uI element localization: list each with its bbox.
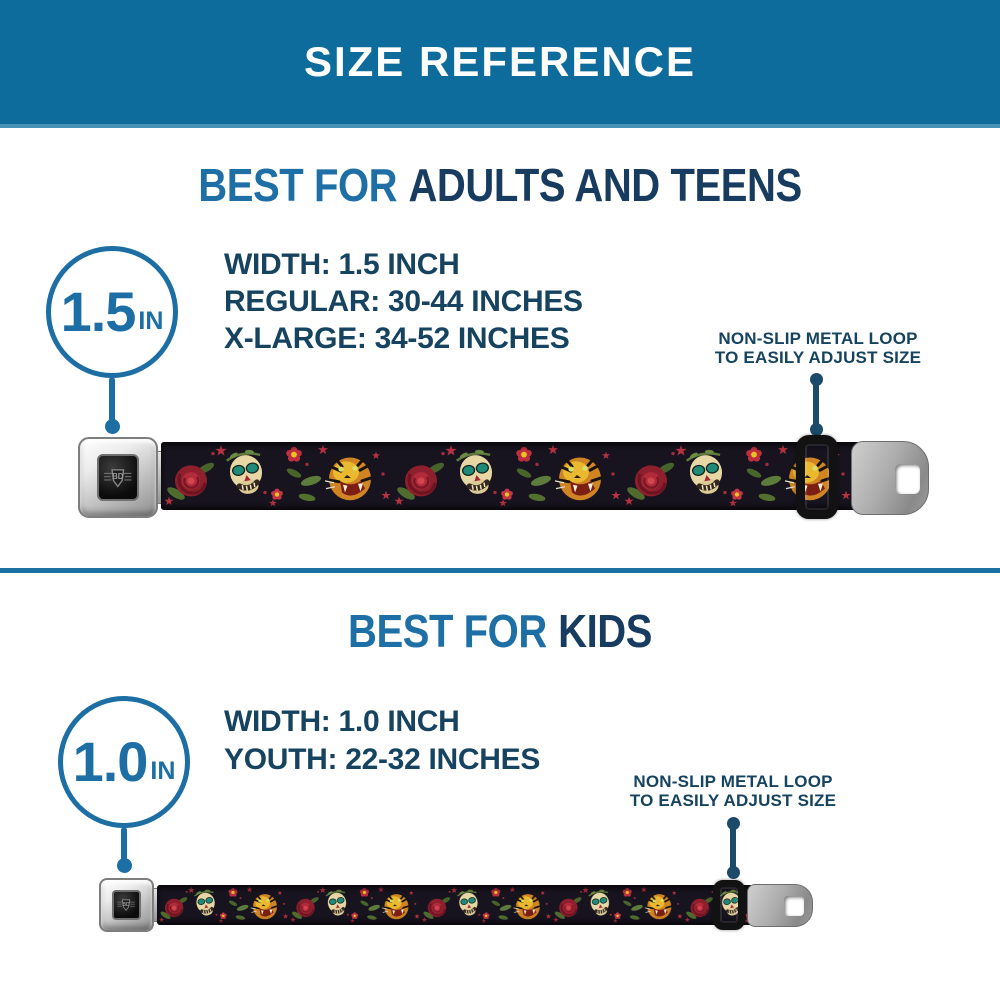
spec-list-adults: WIDTH: 1.5 INCH REGULAR: 30-44 INCHES X-… — [224, 246, 583, 357]
width-pointer-dot — [105, 419, 120, 434]
width-badge-kids: 1.0 IN — [58, 696, 190, 828]
width-pointer-dot — [117, 858, 132, 873]
section-divider — [0, 568, 1000, 573]
buckle-logo-text: BD — [123, 902, 131, 908]
width-pointer-line — [109, 377, 115, 422]
width-unit: IN — [138, 307, 164, 335]
latch-plate-hole — [895, 464, 920, 494]
spec-line: WIDTH: 1.5 INCH — [224, 248, 460, 281]
title-emphasis: BEST FOR — [347, 605, 547, 657]
callout-pointer-line — [730, 824, 736, 874]
belt-strap-pattern — [161, 442, 887, 510]
width-badge-adults: 1.5 IN — [46, 246, 178, 378]
callout-pointer-dot — [810, 423, 823, 436]
section-title-adults: BEST FOR ADULTS AND TEENS — [65, 158, 935, 212]
buckle-logo-plate: BD — [96, 454, 140, 501]
width-pointer-line — [121, 827, 127, 863]
width-unit: IN — [150, 757, 176, 785]
callout-kids: NON-SLIP METAL LOOP TO EASILY ADJUST SIZ… — [583, 772, 883, 810]
width-value: 1.0 — [72, 730, 149, 793]
seatbelt-buckle: BD — [99, 878, 154, 932]
metal-loop — [713, 880, 745, 930]
seatbelt-buckle: BD — [78, 437, 158, 518]
spec-line: WIDTH: 1.0 INCH — [224, 705, 460, 738]
callout-line: NON-SLIP METAL LOOP — [633, 772, 833, 791]
latch-plate-hole — [784, 896, 804, 916]
banner: SIZE REFERENCE — [0, 0, 1000, 128]
spec-line: YOUTH: 22-32 INCHES — [224, 743, 541, 776]
callout-adults: NON-SLIP METAL LOOP TO EASILY ADJUST SIZ… — [668, 329, 968, 367]
belt-strap — [157, 885, 757, 925]
spec-line: X-LARGE: 34-52 INCHES — [224, 322, 570, 355]
section-title-kids: BEST FOR KIDS — [65, 604, 935, 658]
callout-line: TO EASILY ADJUST SIZE — [714, 348, 922, 367]
buckle-logo-text: BD — [112, 472, 124, 481]
callout-pointer-line — [813, 380, 819, 430]
width-value: 1.5 — [60, 280, 137, 343]
title-rest: ADULTS AND TEENS — [408, 159, 802, 211]
belt-strap-pattern — [157, 885, 757, 925]
belt-strap — [161, 442, 887, 510]
brand-shield-icon: BD — [117, 899, 136, 912]
title-rest: KIDS — [558, 605, 653, 657]
metal-loop — [796, 435, 838, 519]
spec-line: REGULAR: 30-44 INCHES — [224, 285, 583, 318]
callout-line: TO EASILY ADJUST SIZE — [629, 791, 837, 810]
banner-title: SIZE REFERENCE — [303, 38, 697, 85]
brand-shield-icon: BD — [104, 468, 132, 488]
callout-line: NON-SLIP METAL LOOP — [718, 329, 918, 348]
buckle-logo-plate: BD — [112, 890, 141, 920]
callout-pointer-dot — [727, 866, 740, 879]
spec-list-kids: WIDTH: 1.0 INCH YOUTH: 22-32 INCHES — [224, 703, 540, 779]
latch-plate — [747, 884, 813, 927]
latch-plate — [851, 441, 929, 515]
title-emphasis: BEST FOR — [198, 159, 398, 211]
